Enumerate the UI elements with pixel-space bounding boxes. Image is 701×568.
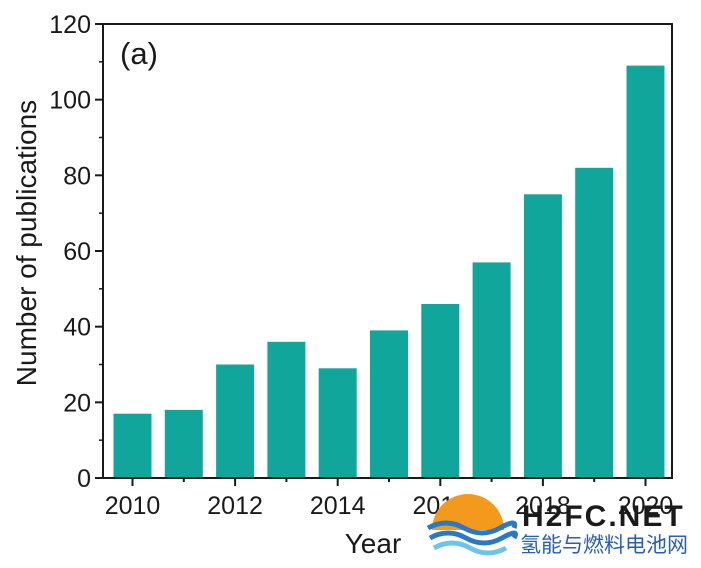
watermark-wave-icon (426, 494, 518, 556)
x-tick-label-2020: 2020 (618, 492, 674, 520)
y-axis-title: Number of publications (11, 100, 42, 386)
bar-2020 (626, 65, 665, 478)
y-tick-label-120: 120 (49, 11, 91, 39)
bars-layer (113, 65, 665, 479)
y-tick-label-20: 20 (63, 389, 91, 417)
y-tick-label-80: 80 (63, 162, 91, 190)
panel-label: (a) (120, 36, 158, 71)
bar-2014 (318, 368, 357, 478)
y-tick-label-100: 100 (49, 87, 91, 115)
watermark-cjk-text: 氢能与燃料电池网 (520, 534, 688, 557)
bar-2017 (472, 262, 511, 478)
x-tick-label-2010: 2010 (105, 492, 161, 520)
x-tick-label-2018: 2018 (515, 492, 571, 520)
x-tick-label-2012: 2012 (207, 492, 263, 520)
watermark-latin-text: H2FC.NET (522, 500, 685, 533)
bar-2016 (421, 304, 460, 478)
y-tick-label-0: 0 (77, 465, 91, 493)
bar-2018 (523, 194, 562, 479)
bar-2010 (113, 413, 152, 478)
y-tick-label-40: 40 (63, 314, 91, 342)
bar-2011 (164, 409, 203, 478)
x-axis-title: Year (345, 528, 402, 559)
x-tick-label-2014: 2014 (310, 492, 366, 520)
y-tick-label-60: 60 (63, 238, 91, 266)
bar-2013 (267, 341, 306, 478)
bar-2015 (370, 330, 408, 478)
bar-2019 (575, 167, 614, 479)
bar-2012 (216, 364, 255, 478)
watermark-logo: H2FC.NET 氢能与燃料电池网 (426, 494, 688, 557)
